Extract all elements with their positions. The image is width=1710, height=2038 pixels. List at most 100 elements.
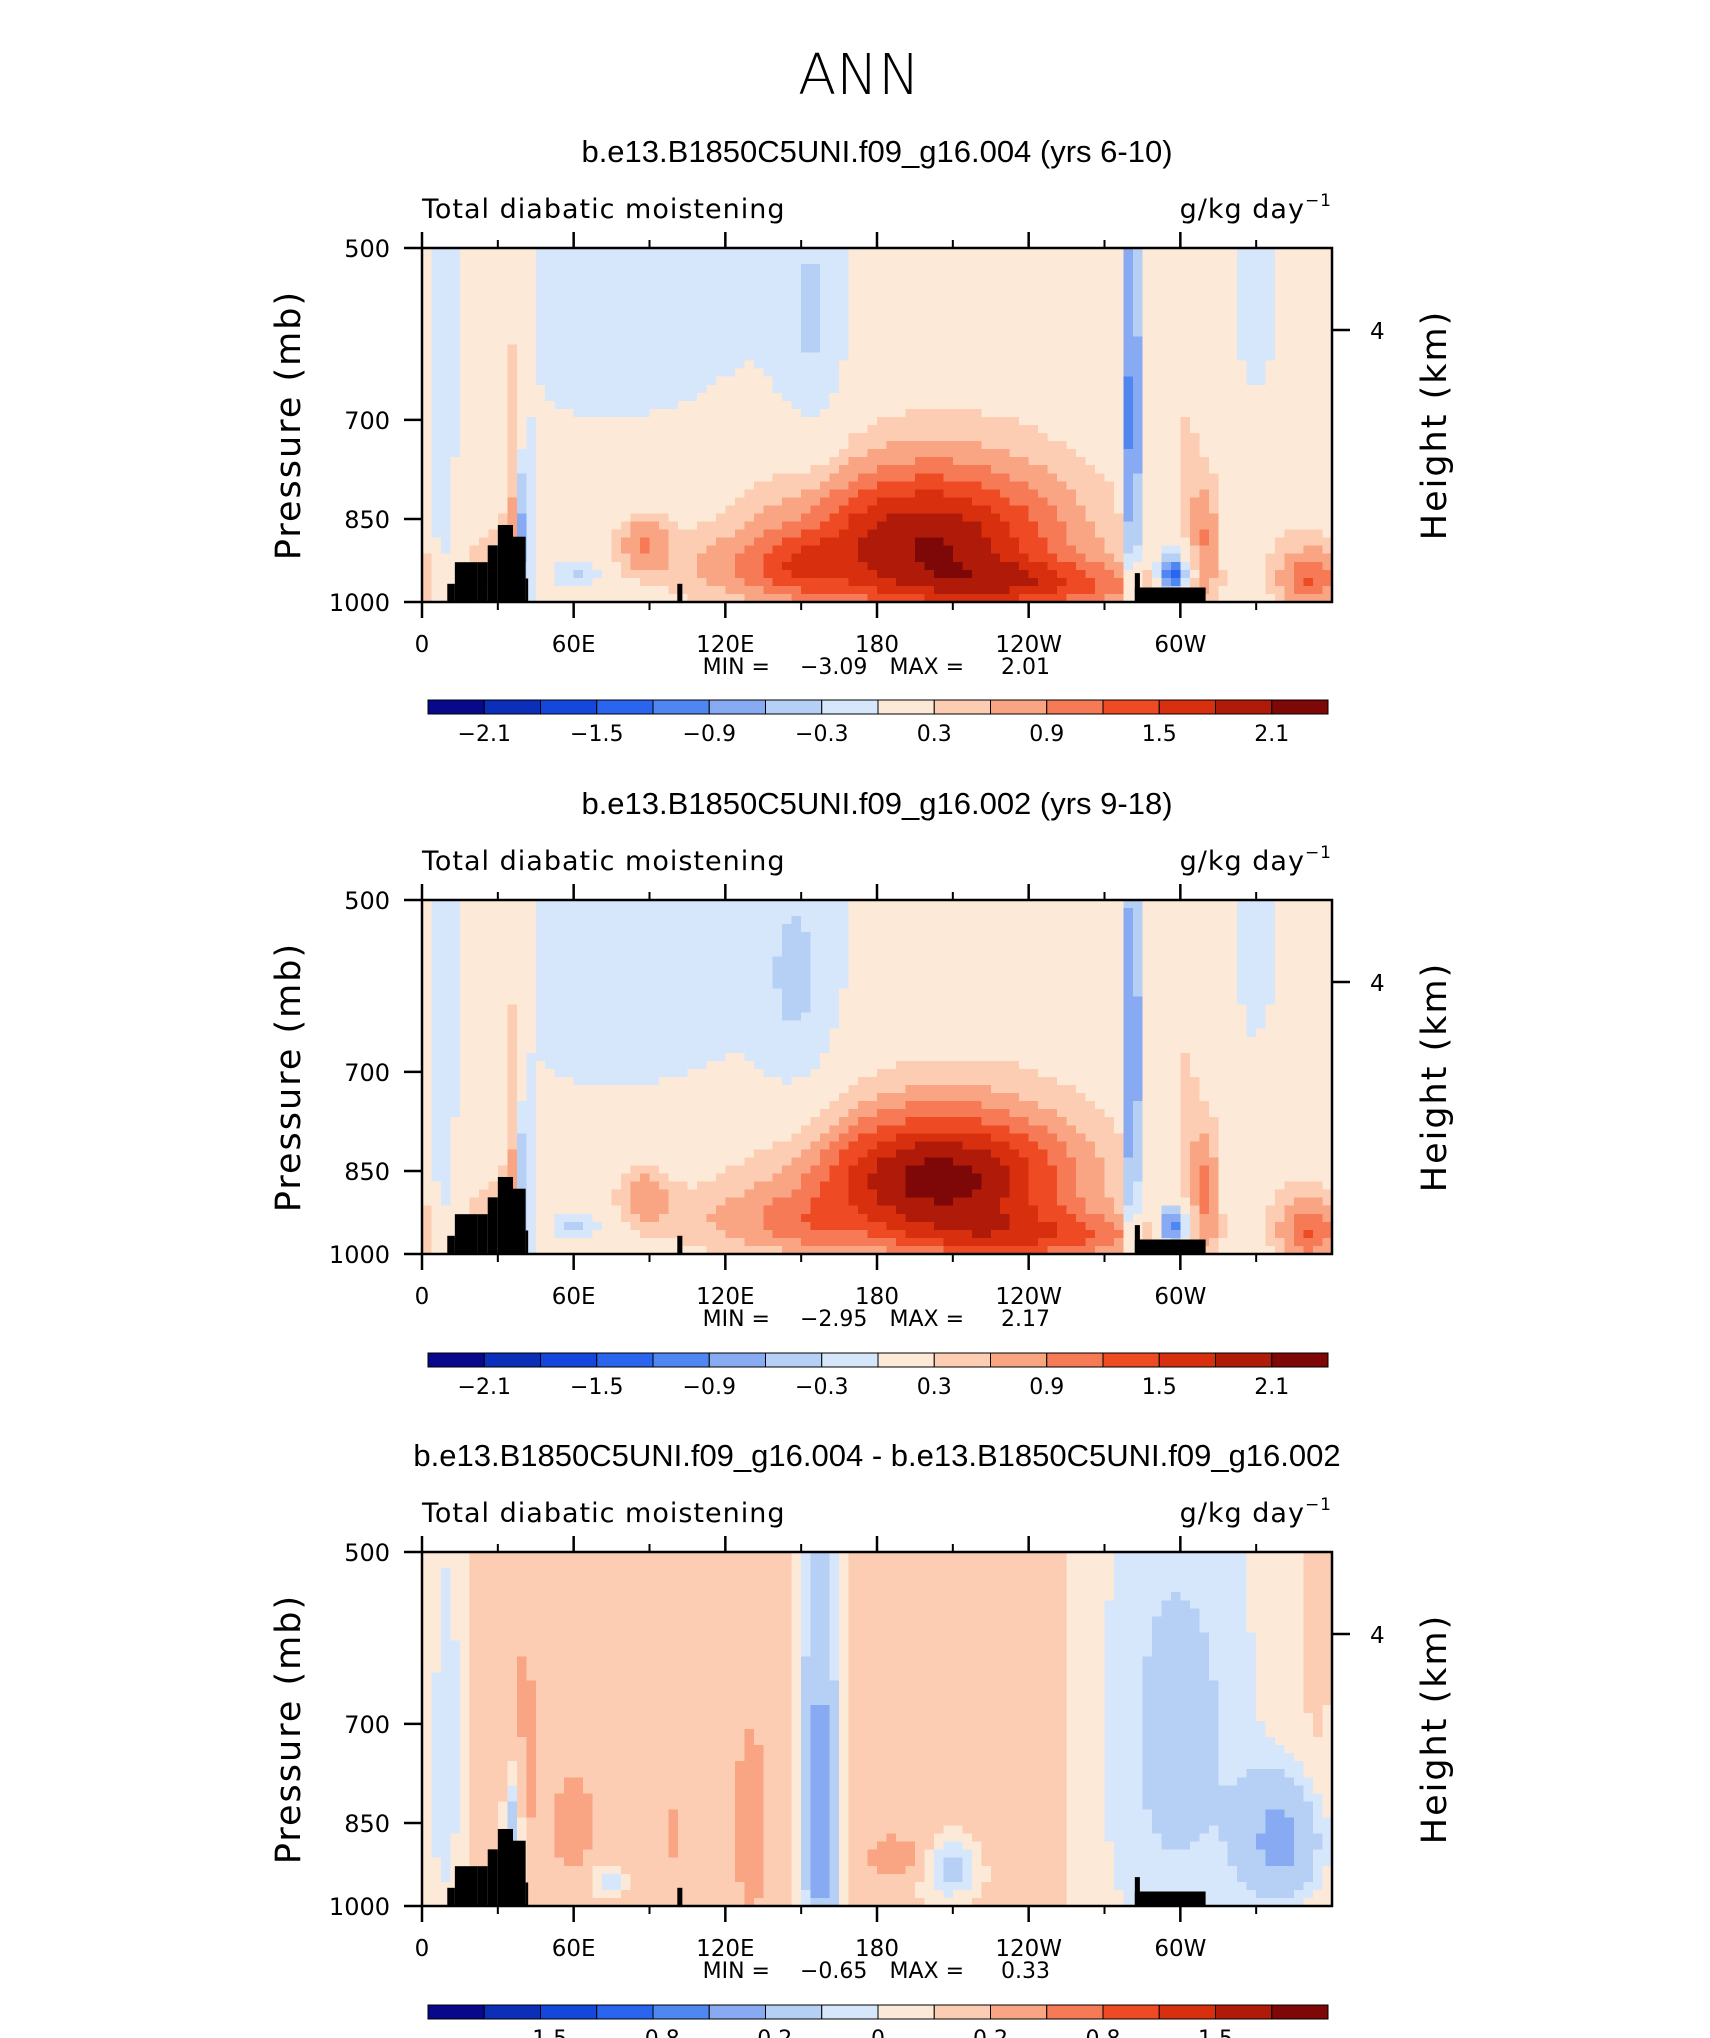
field-cell xyxy=(962,296,973,305)
field-cell xyxy=(895,593,907,603)
field-cell xyxy=(1256,449,1267,458)
field-cell xyxy=(1038,408,1049,418)
field-cell xyxy=(753,537,764,547)
field-cell xyxy=(924,505,935,515)
field-cell xyxy=(744,328,755,338)
field-cell xyxy=(602,400,613,410)
field-cell xyxy=(1246,505,1257,515)
field-cell xyxy=(469,352,480,362)
field-cell xyxy=(886,280,897,289)
field-cell xyxy=(914,336,925,346)
field-cell xyxy=(1170,416,1181,426)
field-cell xyxy=(1066,320,1077,330)
field-cell xyxy=(715,280,726,289)
field-cell xyxy=(611,513,622,523)
field-cell xyxy=(1246,248,1257,257)
field-cell xyxy=(516,465,527,474)
field-cell xyxy=(564,593,575,603)
field-cell xyxy=(952,553,963,563)
field-cell xyxy=(1294,537,1305,547)
field-cell xyxy=(621,264,632,273)
field-cell xyxy=(1151,248,1162,257)
colorbar-swatch xyxy=(483,699,541,715)
field-cell xyxy=(848,256,859,265)
field-cell xyxy=(621,384,632,394)
field-cell xyxy=(1294,457,1305,466)
field-cell xyxy=(478,360,489,370)
field-cell xyxy=(1057,569,1068,579)
field-cell xyxy=(431,280,442,289)
field-cell xyxy=(1019,296,1030,305)
field-cell xyxy=(1000,288,1011,297)
field-cell xyxy=(1284,932,1295,941)
field-cell xyxy=(592,384,603,394)
field-cell xyxy=(545,553,556,563)
field-cell xyxy=(440,441,452,450)
field-cell xyxy=(1265,569,1276,579)
field-cell xyxy=(1076,416,1087,426)
field-cell xyxy=(440,465,452,474)
field-cell xyxy=(829,400,840,410)
field-cell xyxy=(1189,457,1200,466)
field-cell xyxy=(734,908,745,917)
field-cell xyxy=(895,497,907,507)
field-cell xyxy=(1161,497,1172,507)
field-cell xyxy=(1123,529,1134,539)
field-cell xyxy=(715,449,726,458)
field-cell xyxy=(526,441,537,450)
field-cell xyxy=(820,312,831,322)
field-cell xyxy=(905,368,916,378)
field-cell xyxy=(1218,280,1229,289)
field-cell xyxy=(1265,296,1276,305)
field-cell xyxy=(621,280,632,289)
field-cell xyxy=(772,320,783,330)
field-cell xyxy=(478,376,489,386)
field-cell xyxy=(990,433,1001,442)
field-cell xyxy=(706,908,717,917)
field-cell xyxy=(1113,473,1125,482)
field-cell xyxy=(848,304,859,313)
field-cell xyxy=(1180,336,1191,346)
field-cell xyxy=(895,320,907,330)
field-cell xyxy=(696,376,707,386)
field-cell xyxy=(687,248,698,257)
field-cell xyxy=(1038,433,1049,442)
field-cell xyxy=(1256,513,1267,523)
field-cell xyxy=(706,924,717,933)
field-cell xyxy=(640,416,651,426)
field-cell xyxy=(478,304,489,313)
field-cell xyxy=(516,441,527,450)
field-cell xyxy=(1284,521,1295,531)
field-cell xyxy=(1180,368,1191,378)
field-cell xyxy=(497,376,508,386)
field-cell xyxy=(962,473,973,482)
field-cell xyxy=(658,561,670,571)
field-cell xyxy=(1322,264,1333,273)
field-cell xyxy=(564,280,575,289)
field-cell xyxy=(696,288,707,297)
field-cell xyxy=(687,932,698,941)
field-cell xyxy=(611,360,622,370)
field-cell xyxy=(962,577,973,587)
field-cell xyxy=(1322,457,1333,466)
field-cell xyxy=(1170,497,1181,507)
field-cell xyxy=(1113,280,1125,289)
field-cell xyxy=(1284,264,1295,273)
field-cell xyxy=(1085,336,1096,346)
field-cell xyxy=(1265,416,1276,426)
field-cell xyxy=(952,569,963,579)
field-cell xyxy=(1000,376,1011,386)
field-cell xyxy=(715,392,726,402)
field-cell xyxy=(905,376,916,386)
colorbar-swatch xyxy=(821,699,879,715)
field-cell xyxy=(696,473,707,482)
field-cell xyxy=(516,288,527,297)
field-cell xyxy=(422,529,433,539)
field-cell xyxy=(715,521,726,531)
field-cell xyxy=(725,481,736,490)
field-cell xyxy=(630,908,641,917)
field-cell xyxy=(706,416,717,426)
field-cell xyxy=(772,553,783,563)
field-cell xyxy=(554,481,565,490)
field-cell xyxy=(1180,312,1191,322)
